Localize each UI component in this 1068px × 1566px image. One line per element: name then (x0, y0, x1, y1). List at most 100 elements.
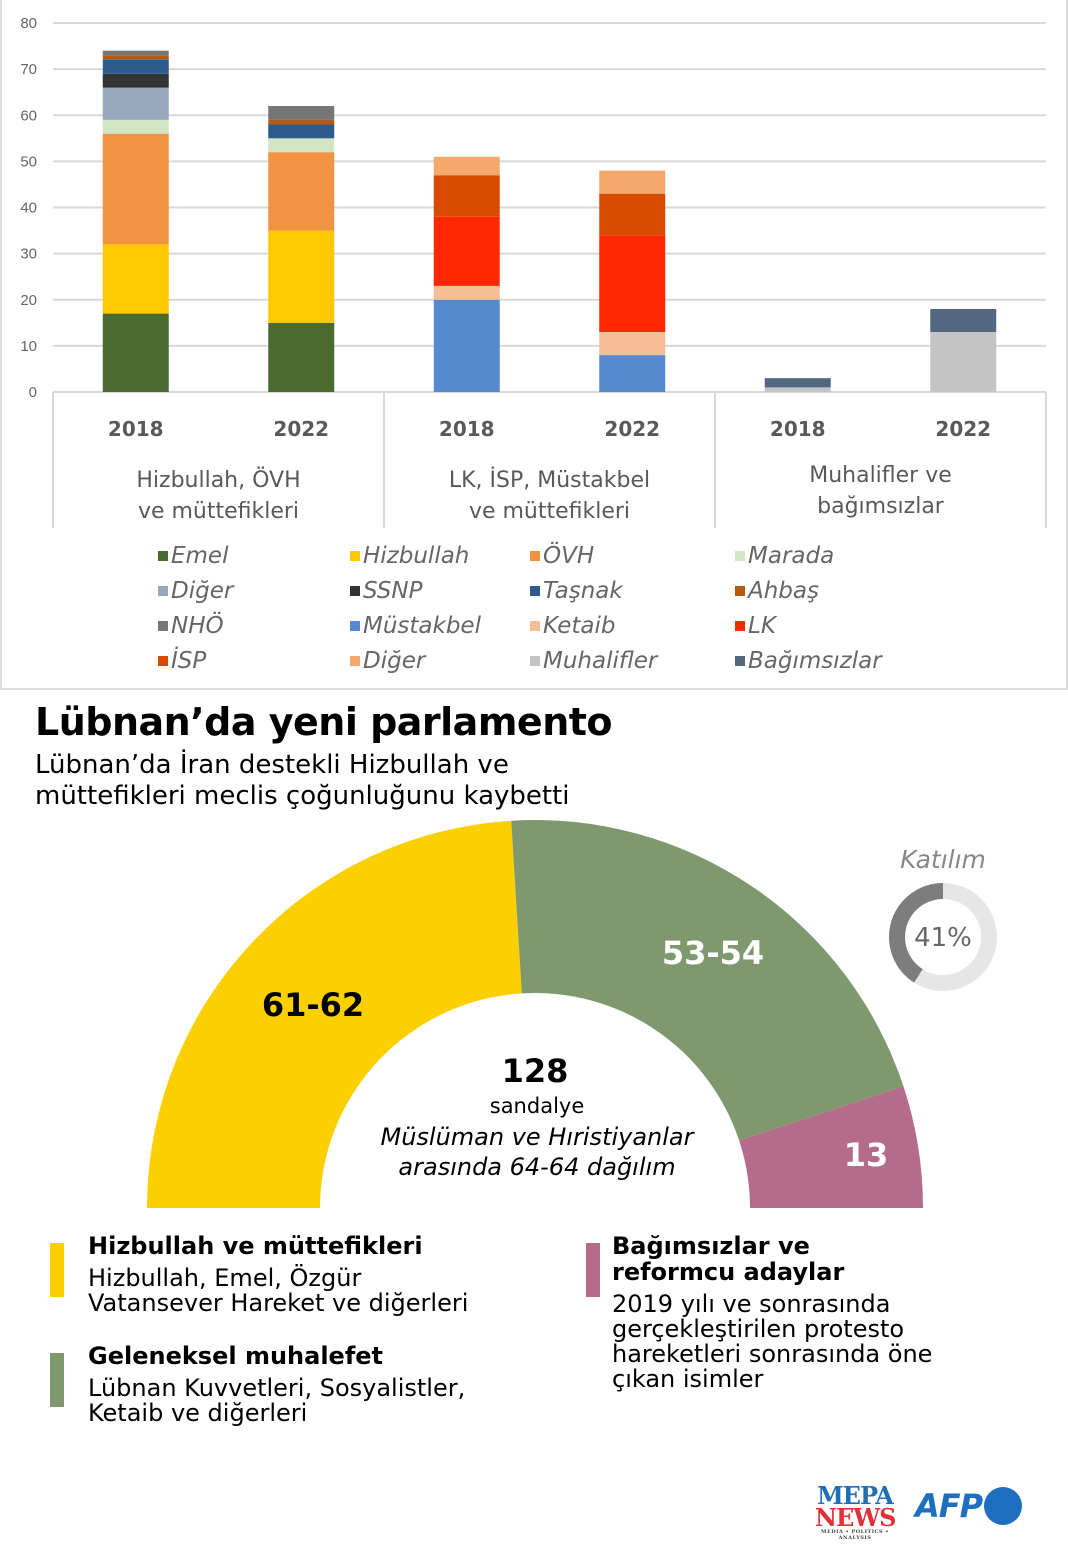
legend-label: NHÖ (171, 613, 224, 639)
legend-item: NHÖ (158, 610, 224, 642)
key-description: Vatansever Hareket ve diğerleri (88, 1289, 469, 1317)
bar-segment-ahbaş (102, 55, 169, 60)
legend-item: Diğer (158, 575, 233, 607)
x-group-label: LK, İSP, Müstakbel (449, 467, 650, 493)
legend-item: Hizbullah (350, 540, 469, 572)
key-description: 2019 yılı ve sonrasında (612, 1290, 891, 1318)
legend-swatch (530, 586, 540, 596)
x-tick-label: 2018 (439, 417, 495, 441)
legend-label: Ketaib (543, 613, 616, 639)
turnout-donut (888, 883, 997, 991)
mepa-logo-line2: NEWS (815, 1503, 897, 1532)
key-color-bar (50, 1243, 64, 1297)
legend-swatch (158, 551, 168, 561)
bar-segment-diğer (433, 156, 500, 176)
legend-item: Ketaib (530, 610, 616, 642)
x-tick-label: 2022 (604, 417, 660, 441)
key-description: gerçekleştirilen protesto (612, 1315, 905, 1343)
bar-segment-lk (599, 235, 666, 333)
x-group-label: ve müttefikleri (469, 499, 630, 524)
y-tick-label: 30 (20, 246, 37, 263)
bar-segment-ssnp (102, 73, 169, 88)
legend-item: Müstakbel (350, 610, 481, 642)
legend-label: İSP (171, 648, 207, 674)
mepa-logo-line1: MEPA (817, 1481, 894, 1510)
mepa-news-logo: MEPA NEWS MEDIA • POLITICS • ANALYSIS (815, 1481, 897, 1542)
key-title: Bağımsızlar ve (612, 1232, 810, 1260)
legend-label: ÖVH (543, 543, 595, 569)
key-title: Geleneksel muhalefet (88, 1342, 384, 1370)
bar-segment-müstakbel (433, 299, 500, 392)
y-tick-label: 70 (20, 61, 37, 78)
page-title: Lübnan’da yeni parlamento (35, 700, 613, 744)
x-tick-label: 2018 (770, 417, 826, 441)
afp-logo-dot-icon (984, 1487, 1023, 1525)
legend-swatch (735, 586, 745, 596)
turnout-title: Katılım (900, 845, 986, 874)
legend-swatch (735, 551, 745, 561)
turnout-value: 41% (914, 923, 972, 953)
bar-segment-ketaib (433, 285, 500, 300)
turnout-filled-arc (888, 883, 943, 983)
legend-swatch (158, 621, 168, 631)
key-item-traditional-opposition: Geleneksel muhalefet Lübnan Kuvvetleri, … (50, 1343, 550, 1433)
parliament-slice (511, 820, 904, 1141)
key-description: hareketleri sonrasında öne (612, 1340, 933, 1368)
key-title: Hizbullah ve müttefikleri (88, 1232, 423, 1260)
bar-segment-muhalifler (930, 332, 997, 392)
stacked-bar-chart: 0 10 20 30 40 50 60 70 80 2018 2022 Hizbullah, ÖVH v… (20, 15, 1047, 528)
y-tick-label: 20 (20, 292, 37, 309)
legend-item: Diğer (350, 645, 425, 677)
legend-item: SSNP (350, 575, 422, 607)
y-tick-label: 60 (20, 107, 37, 124)
bar-segment-emel (102, 313, 169, 392)
legend-swatch (350, 586, 360, 596)
legend-swatch (530, 656, 540, 666)
legend-item: İSP (158, 645, 206, 677)
legend-swatch (350, 551, 360, 561)
subtitle-line: Lübnan’da İran destekli Hizbullah ve (35, 750, 509, 780)
bar-segment-ketaib (599, 332, 666, 356)
y-tick-label: 40 (20, 200, 37, 217)
publisher-logos: MEPA NEWS MEDIA • POLITICS • ANALYSIS AF… (815, 1481, 1035, 1542)
key-color-bar (586, 1243, 600, 1297)
legend-item: ÖVH (530, 540, 594, 572)
x-tick-label: 2022 (273, 417, 329, 441)
legend-item: Muhalifler (530, 645, 657, 677)
legend-label: Ahbaş (748, 578, 819, 604)
legend-swatch (158, 656, 168, 666)
legend-item: Emel (158, 540, 228, 572)
legend-label: Hizbullah (363, 543, 470, 569)
x-group-label: bağımsızlar (817, 494, 945, 519)
parliament-slice (147, 820, 522, 1208)
bar-segment-müstakbel (599, 355, 666, 392)
legend-label: LK (748, 613, 776, 639)
bar-segment-bağımsızlar (930, 308, 997, 333)
bar-segment-marada (102, 119, 169, 134)
legend-swatch (735, 621, 745, 631)
legend-item: Ahbaş (735, 575, 819, 607)
key-item-hizbullah-allies: Hizbullah ve müttefikleri Hizbullah, Eme… (50, 1233, 550, 1323)
x-tick-label: 2022 (935, 417, 991, 441)
key-description: Hizbullah, Emel, Özgür (88, 1264, 362, 1292)
legend-label: Diğer (363, 648, 426, 674)
bar-segment-taşnak (268, 124, 335, 139)
legend-label: Emel (171, 543, 229, 569)
bar-segment-i̇sp (599, 193, 666, 236)
legend-item: Taşnak (530, 575, 623, 607)
parliament-slice-label: 53-54 (662, 934, 764, 972)
legend-swatch (530, 551, 540, 561)
bar-segment-i̇sp (433, 175, 500, 217)
parliament-slice (739, 1086, 923, 1208)
y-tick-label: 80 (20, 15, 37, 32)
x-group-label: Hizbullah, ÖVH (136, 467, 300, 493)
bar-segment-hizbullah (268, 230, 335, 323)
legend-label: Taşnak (543, 578, 623, 604)
bar-segment-nhö (102, 50, 169, 56)
bar-segment-diğer (599, 170, 666, 194)
legend-swatch (158, 586, 168, 596)
key-description: Lübnan Kuvvetleri, Sosyalistler, (88, 1374, 466, 1402)
key-description: çıkan isimler (612, 1365, 764, 1393)
x-group-label: Muhalifler ve (809, 463, 952, 488)
parliament-chart: 61-62 53-54 13 128 sandalye Müslüman ve Hı… (147, 820, 997, 1208)
